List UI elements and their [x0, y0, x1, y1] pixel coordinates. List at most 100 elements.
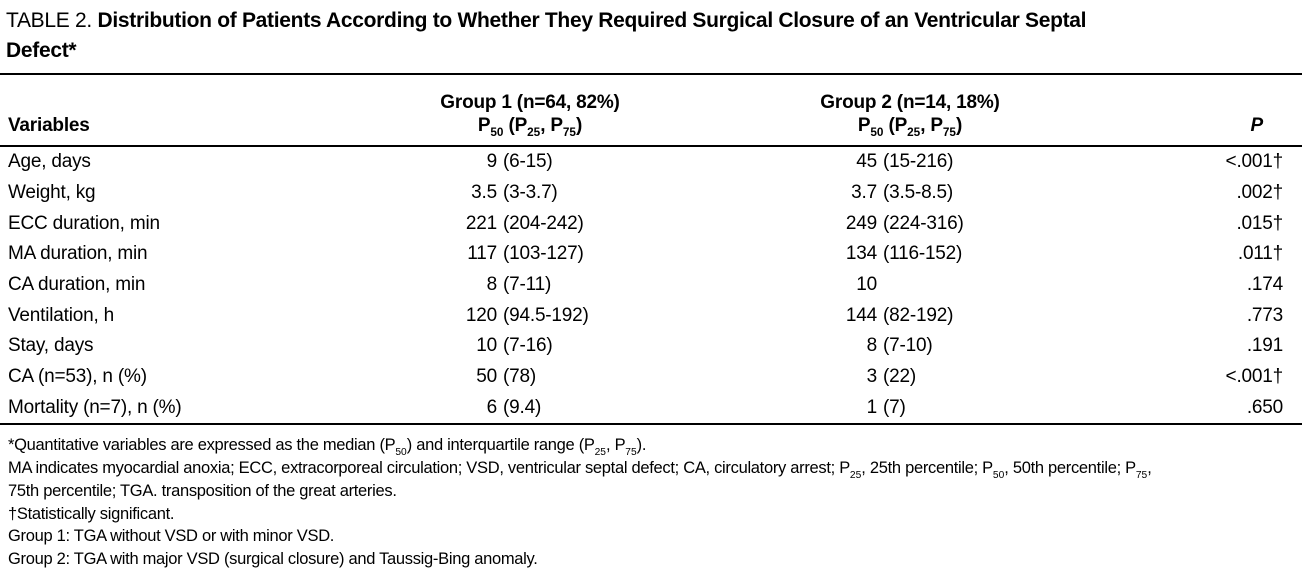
group1-cell: 9 (6-15) — [370, 151, 690, 173]
variable-label: Weight, kg — [8, 182, 96, 204]
iqr-range: (7-11) — [503, 274, 552, 296]
group2-cell: 144 (82-192) — [750, 305, 1070, 327]
p-value: .650 — [1246, 396, 1283, 418]
group2-cell: 8 (7-10) — [750, 335, 1070, 357]
variable-label: MA duration, min — [8, 243, 148, 265]
variable-label: Mortality (n=7), n (%) — [8, 396, 182, 418]
p-value: .773 — [1246, 304, 1283, 326]
iqr-range: (9.4) — [503, 396, 542, 418]
table-row: Stay, days 10 (7-16) 8 (7-10) .191 — [0, 331, 1302, 362]
median-value: 120 — [465, 304, 497, 326]
bottom-rule — [0, 423, 1302, 426]
median-value: 6 — [486, 396, 498, 418]
iqr-range: (15-216) — [883, 151, 954, 173]
table-row: Age, days 9 (6-15) 45 (15-216) <.001† — [0, 147, 1302, 178]
iqr-range: (7-10) — [883, 335, 933, 357]
median-value: 221 — [465, 212, 497, 234]
group2-cell: 45 (15-216) — [750, 151, 1070, 173]
iqr-range: (22) — [883, 366, 916, 388]
median-value: 8 — [866, 335, 878, 357]
group2-header-line1: Group 2 (n=14, 18%) — [820, 92, 1000, 113]
median-value: 45 — [856, 151, 877, 173]
table-row: Ventilation, h 120 (94.5-192) 144 (82-192)… — [0, 300, 1302, 331]
median-value: 117 — [467, 243, 497, 265]
variable-label: CA (n=53), n (%) — [8, 366, 147, 388]
table-row: CA (n=53), n (%) 50 (78) 3 (22) <.001† — [0, 362, 1302, 393]
p-value: .174 — [1246, 274, 1283, 296]
footnote-group2-definition: Group 2: TGA with major VSD (surgical cl… — [8, 550, 538, 569]
table-body: Age, days 9 (6-15) 45 (15-216) <.001† Weig… — [0, 147, 1302, 423]
p-header-label: P — [1250, 115, 1264, 136]
table-row: CA duration, min 8 (7-11) 10 .174 — [0, 270, 1302, 301]
p-value: <.001† — [1225, 151, 1284, 173]
median-value: 3.7 — [851, 182, 877, 204]
table-number-label: TABLE 2. — [6, 9, 92, 32]
group2-cell: 1 (7) — [750, 397, 1070, 419]
column-header-variables: Variables — [8, 115, 90, 136]
footnote-dagger: †Statistically significant. — [8, 504, 175, 523]
group1-cell: 10 (7-16) — [370, 335, 690, 357]
table-header-row: Variables Group 1 (n=64, 82%) P50 (P25, … — [0, 75, 1302, 145]
group1-cell: 120 (94.5-192) — [370, 305, 690, 327]
variable-label: Age, days — [8, 151, 91, 173]
group2-cell: 3.7 (3.5-8.5) — [750, 182, 1070, 204]
variable-label: Stay, days — [8, 335, 94, 357]
variable-label: CA duration, min — [8, 274, 146, 296]
group1-cell: 8 (7-11) — [370, 274, 690, 296]
table-row: MA duration, min 117 (103-127) 134 (116-15… — [0, 239, 1302, 270]
column-header-group2: Group 2 (n=14, 18%) P50 (P25, P75) — [750, 91, 1070, 139]
group1-cell: 117 (103-127) — [370, 243, 690, 265]
table-row: Mortality (n=7), n (%) 6 (9.4) 1 (7) .650 — [0, 393, 1302, 424]
group1-header-line2: P50 (P25, P75) — [477, 115, 583, 140]
top-rule — [0, 73, 1302, 75]
p-value: .002† — [1236, 182, 1283, 204]
footnote-group1-definition: Group 1: TGA without VSD or with minor V… — [8, 527, 335, 546]
median-value: 144 — [845, 304, 877, 326]
iqr-range: (116-152) — [883, 243, 963, 265]
iqr-range: (204-242) — [503, 212, 584, 234]
iqr-range: (3.5-8.5) — [883, 182, 954, 204]
group2-cell: 249 (224-316) — [750, 213, 1070, 235]
median-value: 9 — [486, 151, 498, 173]
variable-label: Ventilation, h — [8, 304, 115, 326]
group1-header-line1: Group 1 (n=64, 82%) — [440, 92, 620, 113]
median-value: 8 — [486, 274, 498, 296]
group2-cell: 10 — [750, 274, 1070, 296]
iqr-range: (103-127) — [503, 243, 584, 265]
group1-cell: 50 (78) — [370, 366, 690, 388]
variable-label: ECC duration, min — [8, 212, 160, 234]
iqr-range: (6-15) — [503, 151, 553, 173]
table-title-line1: TABLE 2. Distribution of Patients Accord… — [6, 6, 1294, 36]
median-value: 10 — [476, 335, 497, 357]
table-title-text: Distribution of Patients According to Wh… — [97, 9, 1087, 32]
footnote-asterisk: *Quantitative variables are expressed as… — [8, 436, 647, 458]
median-value: 249 — [845, 212, 877, 234]
iqr-range: (78) — [503, 366, 536, 388]
header-rule — [0, 145, 1302, 147]
iqr-range: (3-3.7) — [503, 182, 558, 204]
median-value: 50 — [476, 366, 497, 388]
group2-cell: 3 (22) — [750, 366, 1070, 388]
iqr-range: (7) — [883, 396, 906, 418]
median-value: 1 — [866, 396, 878, 418]
table-row: Weight, kg 3.5 (3-3.7) 3.7 (3.5-8.5) .002† — [0, 178, 1302, 209]
median-value: 10 — [856, 274, 877, 296]
median-value: 134 — [845, 243, 877, 265]
p-value: .015† — [1236, 212, 1283, 234]
iqr-range: (7-16) — [503, 335, 553, 357]
group1-cell: 221 (204-242) — [370, 213, 690, 235]
footnote-abbreviations-line2: 75th percentile; TGA. transposition of t… — [8, 481, 397, 500]
group1-cell: 3.5 (3-3.7) — [370, 182, 690, 204]
table-title-line2: Defect* — [6, 39, 77, 62]
median-value: 3.5 — [471, 182, 497, 204]
table-title: TABLE 2. Distribution of Patients Accord… — [0, 0, 1302, 66]
group2-cell: 134 (116-152) — [750, 243, 1070, 265]
group1-cell: 6 (9.4) — [370, 397, 690, 419]
p-value: .191 — [1246, 335, 1283, 357]
iqr-range: (82-192) — [883, 304, 954, 326]
column-header-p: P — [1070, 114, 1302, 137]
iqr-range: (224-316) — [883, 212, 964, 234]
footnote-abbreviations-line1: MA indicates myocardial anoxia; ECC, ext… — [8, 458, 1152, 481]
column-header-group1: Group 1 (n=64, 82%) P50 (P25, P75) — [370, 91, 690, 140]
